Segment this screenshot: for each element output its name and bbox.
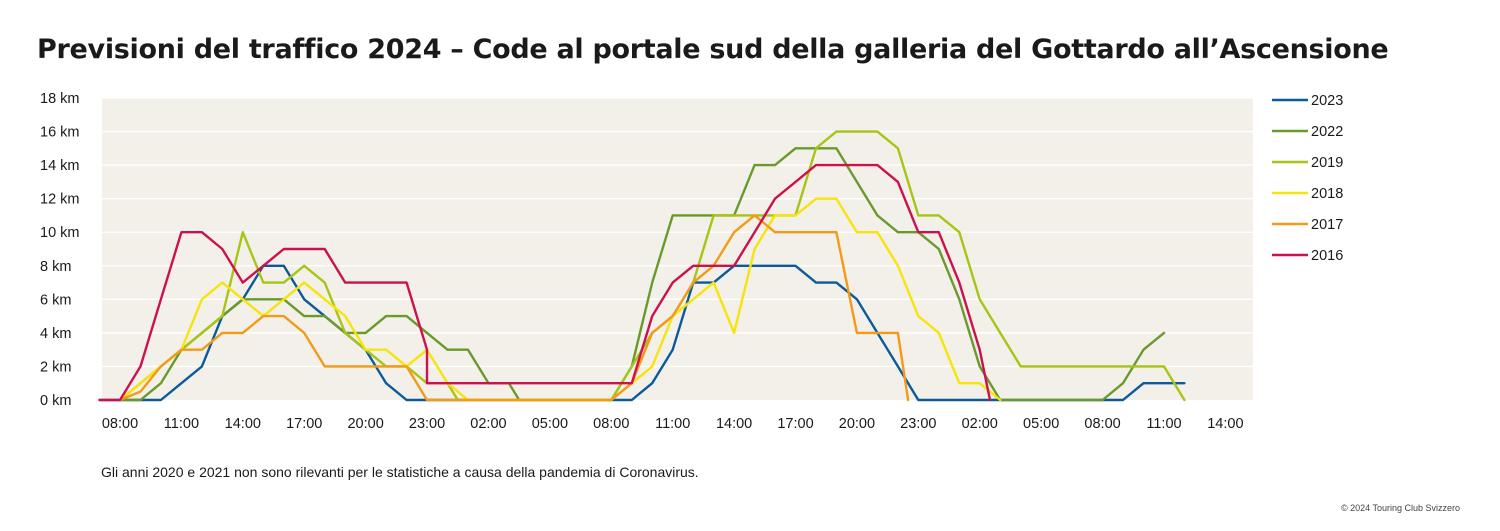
y-tick-label: 18 km: [40, 91, 80, 107]
chart-title: Previsioni del traffico 2024 – Code al p…: [37, 34, 1389, 65]
legend-label-2017: 2017: [1311, 217, 1343, 233]
x-tick-label: 14:00: [1207, 416, 1243, 432]
x-tick-label: 11:00: [655, 416, 690, 432]
x-tick-label: 02:00: [470, 416, 506, 432]
y-tick-label: 16 km: [40, 125, 80, 141]
y-tick-label: 0 km: [40, 393, 71, 409]
legend: 2023 2022 2019 2018 2017 2016: [1272, 93, 1343, 264]
series-line-2017: [118, 214, 910, 402]
y-tick-label: 6 km: [40, 292, 71, 308]
y-tick-label: 4 km: [40, 326, 71, 342]
copyright-notice: © 2024 Touring Club Svizzero: [1340, 503, 1460, 513]
x-tick-label: 17:00: [777, 416, 813, 432]
x-tick-label: 23:00: [900, 416, 936, 432]
x-axis: 08:00 11:00 14:00 17:00 20:00 23:00 02:00 05:00…: [102, 416, 1244, 432]
legend-label-2018: 2018: [1311, 186, 1343, 202]
y-tick-label: 14 km: [40, 158, 80, 174]
x-tick-label: 11:00: [1146, 416, 1181, 432]
x-tick-label: 02:00: [962, 416, 998, 432]
legend-label-2016: 2016: [1311, 248, 1343, 264]
x-tick-label: 05:00: [1023, 416, 1059, 432]
y-tick-label: 12 km: [40, 192, 80, 208]
x-tick-label: 11:00: [164, 416, 199, 432]
x-tick-label: 08:00: [593, 416, 629, 432]
series-lines: [98, 130, 1186, 402]
plot-background: [102, 98, 1253, 400]
x-tick-label: 05:00: [532, 416, 568, 432]
series-line-2019: [118, 130, 1186, 402]
legend-label-2023: 2023: [1311, 93, 1343, 109]
series-line-2016: [98, 163, 992, 402]
footnote: Gli anni 2020 e 2021 non sono rilevanti …: [101, 464, 699, 480]
y-tick-label: 8 km: [40, 259, 71, 275]
x-tick-label: 23:00: [409, 416, 445, 432]
x-tick-label: 17:00: [286, 416, 322, 432]
y-axis: 0 km 2 km 4 km 6 km 8 km 10 km 12 km 14 km 16 km…: [40, 91, 80, 409]
y-tick-label: 10 km: [40, 225, 80, 241]
x-tick-label: 20:00: [839, 416, 875, 432]
x-tick-label: 08:00: [1084, 416, 1120, 432]
x-tick-label: 14:00: [716, 416, 752, 432]
x-tick-label: 20:00: [347, 416, 383, 432]
x-tick-label: 14:00: [225, 416, 261, 432]
y-tick-label: 2 km: [40, 359, 71, 375]
x-tick-label: 08:00: [102, 416, 138, 432]
legend-label-2019: 2019: [1311, 155, 1343, 171]
legend-label-2022: 2022: [1311, 124, 1343, 140]
